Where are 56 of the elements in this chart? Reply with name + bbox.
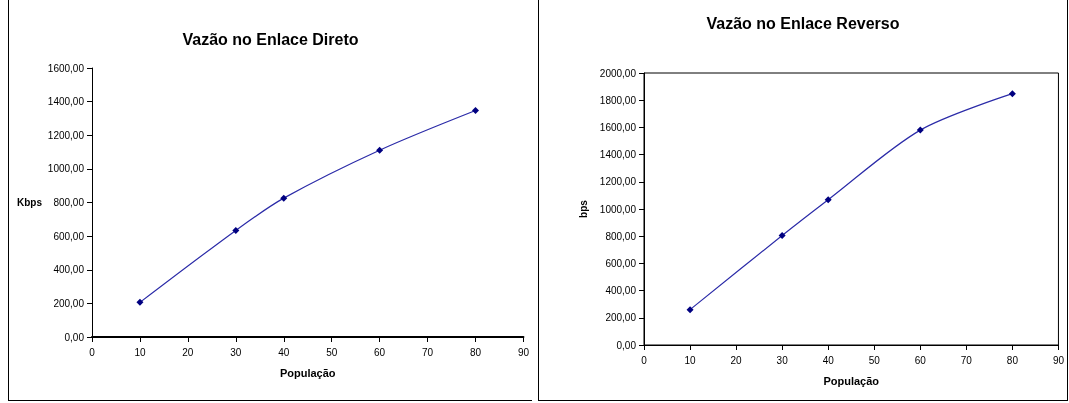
x-tick-label: 50 [868,354,881,366]
x-axis-title: População [279,366,336,379]
y-tick-label: 1200,00 [47,129,85,141]
x-tick-label: 0 [641,354,648,366]
y-tick-label: 1200,00 [599,176,637,188]
x-tick-label: 30 [230,346,242,358]
y-axis-title: bps [578,199,590,218]
point [916,126,924,134]
y-tick-label: 1000,00 [599,203,637,215]
x-tick-label: 30 [776,354,789,366]
x-axis-title: População [823,374,880,387]
x-tick-label: 70 [960,354,973,366]
point [232,226,240,234]
y-tick-label: 200,00 [605,312,637,324]
y-axis-title: Kbps [16,197,43,208]
y-tick-label: 1800,00 [599,94,637,106]
y-tick-label: 1000,00 [47,163,85,175]
x-tick-label: 20 [730,354,743,366]
point [280,194,288,202]
y-tick-label: 400,00 [605,285,637,297]
x-tick-label: 10 [134,346,146,358]
x-tick-label: 60 [374,346,386,358]
y-tick-label: 2000,00 [599,67,637,79]
point [376,146,384,154]
point [136,298,144,306]
x-tick-label: 50 [326,346,338,358]
chart-title: Vazão no Enlace Reverso [706,14,900,32]
y-tick-label: 1400,00 [599,149,637,161]
y-tick-label: 600,00 [605,257,637,269]
y-tick-label: 600,00 [53,230,85,242]
y-tick-label: 800,00 [53,197,85,208]
point [824,196,832,204]
x-tick-label: 90 [517,346,530,358]
x-tick-label: 90 [1052,354,1065,366]
y-tick-label: 400,00 [53,264,85,276]
point [686,306,694,314]
y-tick-label: 0,00 [64,331,85,343]
point [472,107,479,115]
point [778,232,786,240]
x-tick-label: 80 [1006,354,1019,366]
x-tick-label: 40 [822,354,835,366]
x-tick-label: 70 [422,346,434,358]
x-tick-label: 80 [469,346,482,358]
point [1008,90,1016,98]
y-tick-label: 0,00 [616,339,637,351]
x-tick-label: 10 [684,354,697,366]
x-tick-label: 40 [278,346,290,358]
y-tick-label: 1600,00 [599,121,637,133]
y-tick-label: 800,00 [605,230,637,242]
x-tick-label: 60 [914,354,927,366]
y-tick-label: 1600,00 [47,62,85,74]
y-tick-label: 200,00 [53,297,85,309]
y-tick-label: 1400,00 [47,96,85,108]
x-tick-label: 20 [182,346,194,358]
x-tick-label: 0 [89,346,96,358]
chart-title: Vazão no Enlace Direto [182,30,359,48]
